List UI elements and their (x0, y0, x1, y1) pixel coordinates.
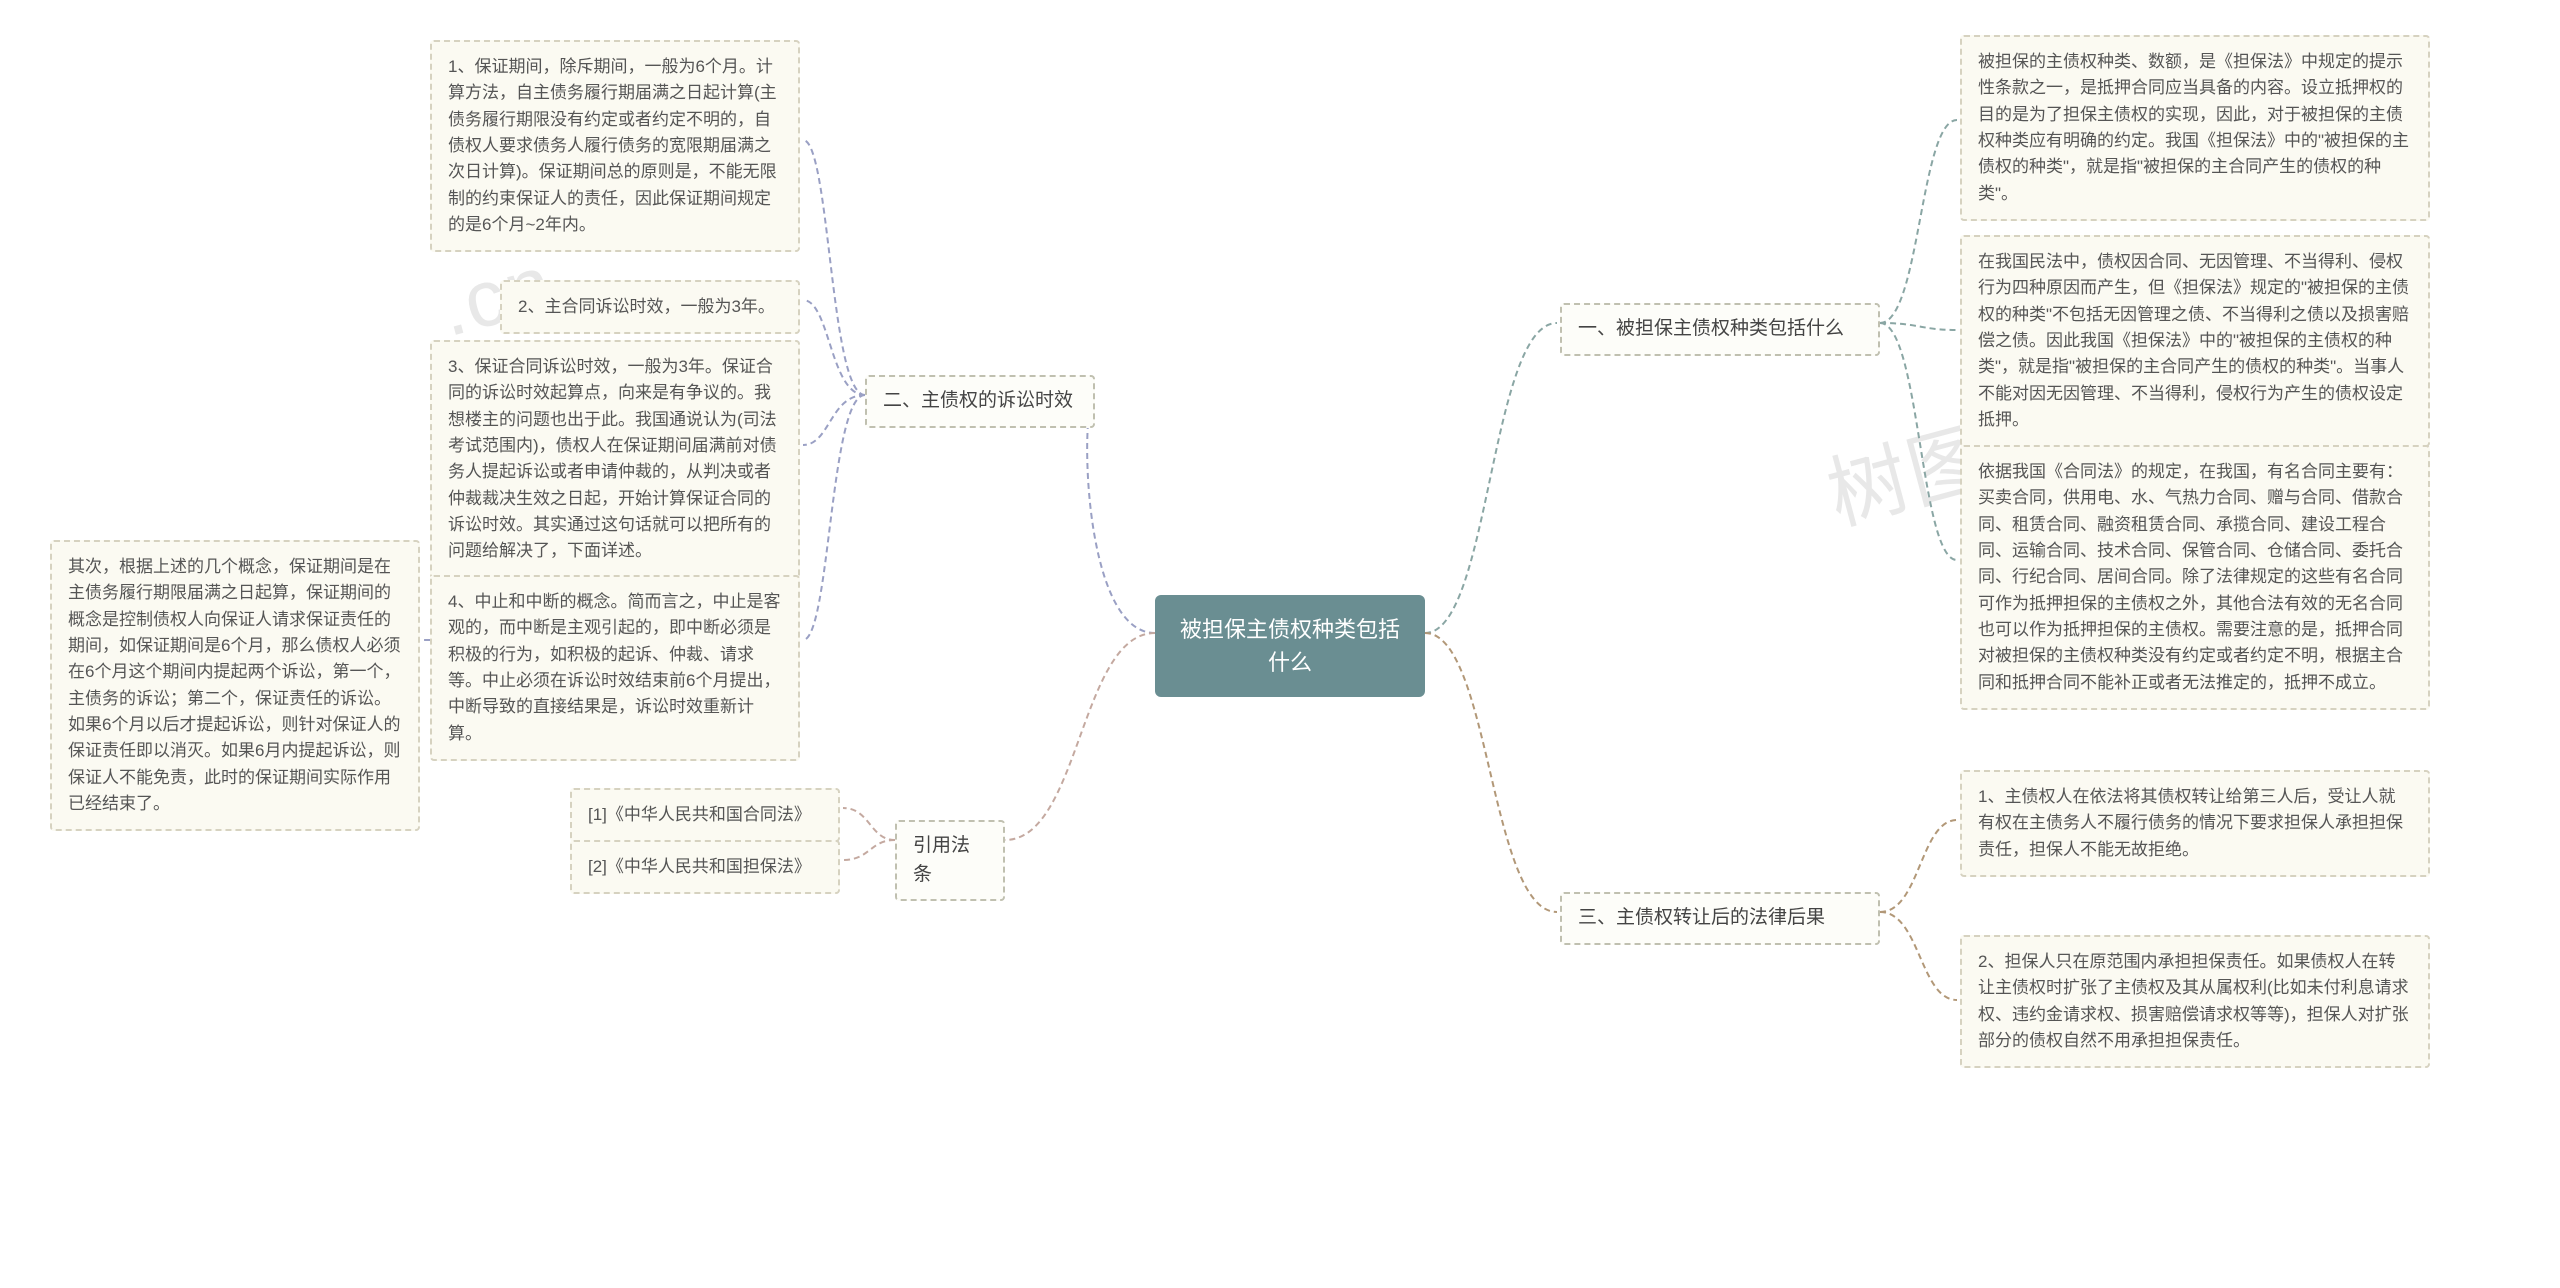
leaf-r1c: 依据我国《合同法》的规定，在我国，有名合同主要有：买卖合同，供用电、水、气热力合… (1960, 445, 2430, 710)
leaf-r2b: 2、担保人只在原范围内承担担保责任。如果债权人在转让主债权时扩张了主债权及其从属… (1960, 935, 2430, 1068)
branch-l1: 二、主债权的诉讼时效 (865, 375, 1095, 428)
leaf-l1b: 2、主合同诉讼时效，一般为3年。 (500, 280, 800, 334)
leaf-l1a: 1、保证期间，除斥期间，一般为6个月。计算方法，自主债务履行期届满之日起计算(主… (430, 40, 800, 252)
leaf-l1d2: 其次，根据上述的几个概念，保证期间是在主债务履行期限届满之日起算，保证期间的概念… (50, 540, 420, 831)
leaf-r1b: 在我国民法中，债权因合同、无因管理、不当得利、侵权行为四种原因而产生，但《担保法… (1960, 235, 2430, 447)
leaf-l2b: [2]《中华人民共和国担保法》 (570, 840, 840, 894)
root-node: 被担保主债权种类包括什么 (1155, 595, 1425, 697)
leaf-l1c: 3、保证合同诉讼时效，一般为3年。保证合同的诉讼时效起算点，向来是有争议的。我想… (430, 340, 800, 579)
leaf-r1a: 被担保的主债权种类、数额，是《担保法》中规定的提示性条款之一，是抵押合同应当具备… (1960, 35, 2430, 221)
leaf-l1d: 4、中止和中断的概念。简而言之，中止是客观的，而中断是主观引起的，即中断必须是积… (430, 575, 800, 761)
branch-r2: 三、主债权转让后的法律后果 (1560, 892, 1880, 945)
branch-l2: 引用法条 (895, 820, 1005, 901)
leaf-r2a: 1、主债权人在依法将其债权转让给第三人后，受让人就有权在主债务人不履行债务的情况… (1960, 770, 2430, 877)
leaf-l2a: [1]《中华人民共和国合同法》 (570, 788, 840, 842)
branch-r1: 一、被担保主债权种类包括什么 (1560, 303, 1880, 356)
